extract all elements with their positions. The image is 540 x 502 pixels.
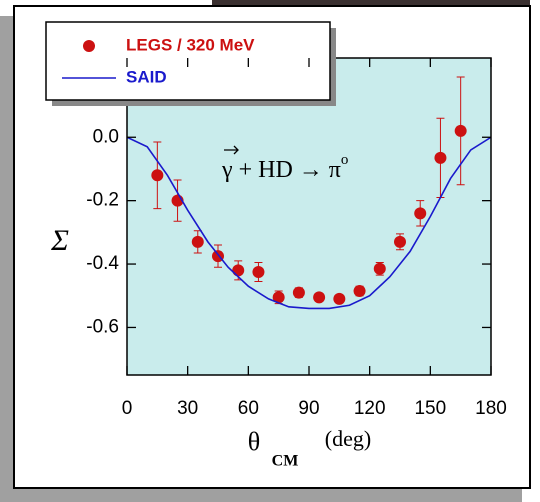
data-point — [252, 265, 265, 278]
y-tick-label: 0.0 — [93, 126, 119, 147]
data-point — [353, 284, 366, 297]
data-point — [191, 235, 204, 248]
x-axis-unit: (deg) — [325, 426, 371, 451]
x-tick-label: 120 — [354, 398, 386, 419]
data-point — [454, 124, 467, 137]
y-axis-label: Σ — [50, 224, 69, 257]
data-point — [232, 264, 245, 277]
legend-label: SAID — [126, 67, 167, 86]
y-tick-label: -0.6 — [86, 316, 119, 337]
legend-marker — [83, 40, 95, 52]
x-tick-label: 180 — [475, 398, 507, 419]
data-point — [292, 286, 305, 299]
data-point — [272, 291, 285, 304]
data-point — [373, 262, 386, 275]
data-point — [434, 151, 447, 164]
y-tick-label: -0.2 — [86, 190, 119, 211]
vector-arrow — [224, 145, 239, 155]
y-tick-label: -0.4 — [86, 253, 119, 274]
said-curve — [126, 136, 492, 310]
x-tick-label: 0 — [122, 398, 133, 419]
data-point — [394, 235, 406, 248]
data-point — [151, 169, 164, 182]
x-tick-label: 30 — [177, 398, 198, 419]
x-axis-subscript: CM — [272, 453, 299, 470]
data-point — [313, 291, 326, 304]
legend-label: LEGS / 320 MeV — [126, 35, 255, 54]
data-point — [333, 292, 346, 305]
x-axis-symbol: θ — [248, 427, 260, 456]
x-tick-label: 150 — [414, 398, 446, 419]
data-point — [414, 207, 427, 220]
annotation: γ + HD → πo — [221, 152, 348, 182]
x-tick-label: 60 — [238, 398, 259, 419]
x-tick-label: 90 — [298, 398, 319, 419]
